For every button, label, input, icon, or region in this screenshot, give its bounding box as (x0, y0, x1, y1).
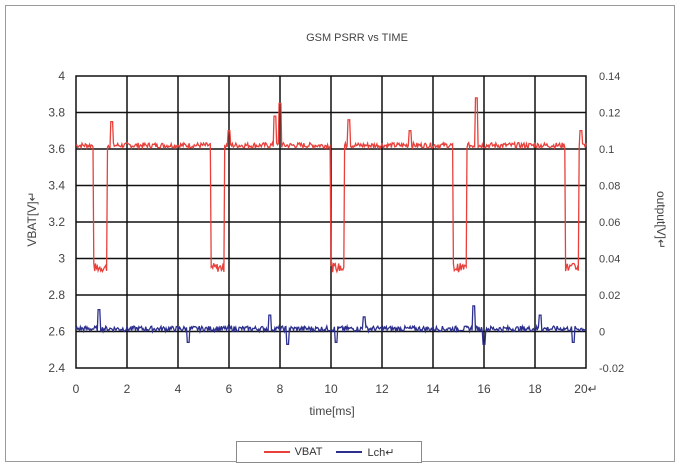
series-lines (75, 97, 587, 345)
y-tick-label-left: 3 (58, 252, 65, 266)
y-tick-label-right: -0.02 (599, 363, 624, 375)
y-tick-label-left: 3.6 (48, 142, 65, 156)
x-tick-label: 12 (375, 382, 389, 396)
x-tick-label: 14 (426, 382, 440, 396)
y-tick-label-right: 0.14 (599, 71, 620, 83)
legend-swatch-lch (336, 451, 363, 453)
legend-swatch-vbat (263, 451, 290, 453)
x-tick-label: 10 (324, 382, 338, 396)
y-tick-label-left: 2.4 (48, 361, 65, 375)
axes: 0 2 4 6 8 10 12 14 16 18 20↵ 2.4 2.6 2.8 3 3.2 3.4 3.6 3.8… (48, 69, 624, 396)
y-tick-label-right: 0.08 (599, 181, 620, 193)
x-tick-label: 16 (477, 382, 491, 396)
x-axis-label: time[ms] (309, 404, 354, 418)
x-tick-label: 8 (277, 382, 284, 396)
series-line-lch (75, 305, 587, 345)
y-tick-label-right: 0.06 (599, 217, 620, 229)
y-tick-label-right: 0.02 (599, 290, 620, 302)
y-tick-label-left: 2.6 (48, 325, 65, 339)
legend-label-lch: Lch↵ (367, 446, 395, 459)
y-tick-label-left: 3.4 (48, 179, 65, 193)
y-axis-label-left: VBAT[V]↵ (25, 191, 39, 246)
chart-title: GSM PSRR vs TIME (306, 32, 408, 44)
series-line-vbat (75, 97, 587, 274)
y-tick-label-right: 0.1 (599, 144, 614, 156)
legend-item-lch: Lch↵ (336, 446, 394, 459)
x-tick-label: 18 (528, 382, 542, 396)
x-tick-label: 6 (226, 382, 233, 396)
y-tick-label-left: 4 (58, 69, 65, 83)
legend: VBAT Lch↵ (236, 441, 422, 463)
legend-label-vbat: VBAT (294, 446, 323, 458)
y-tick-label-right: 0 (599, 327, 605, 339)
x-tick-label: 0 (73, 382, 80, 396)
y-tick-label-right: 0.04 (599, 254, 620, 266)
y-tick-label-left: 3.8 (48, 106, 65, 120)
x-tick-label: 20↵ (574, 382, 597, 396)
x-tick-label: 4 (175, 382, 182, 396)
y-axis-label-right: output[V]↵ (654, 191, 668, 249)
y-tick-label-left: 3.2 (48, 215, 65, 229)
y-tick-label-left: 2.8 (48, 288, 65, 302)
x-tick-label: 2 (124, 382, 131, 396)
y-tick-label-right: 0.12 (599, 108, 620, 120)
legend-item-vbat: VBAT (263, 446, 323, 458)
